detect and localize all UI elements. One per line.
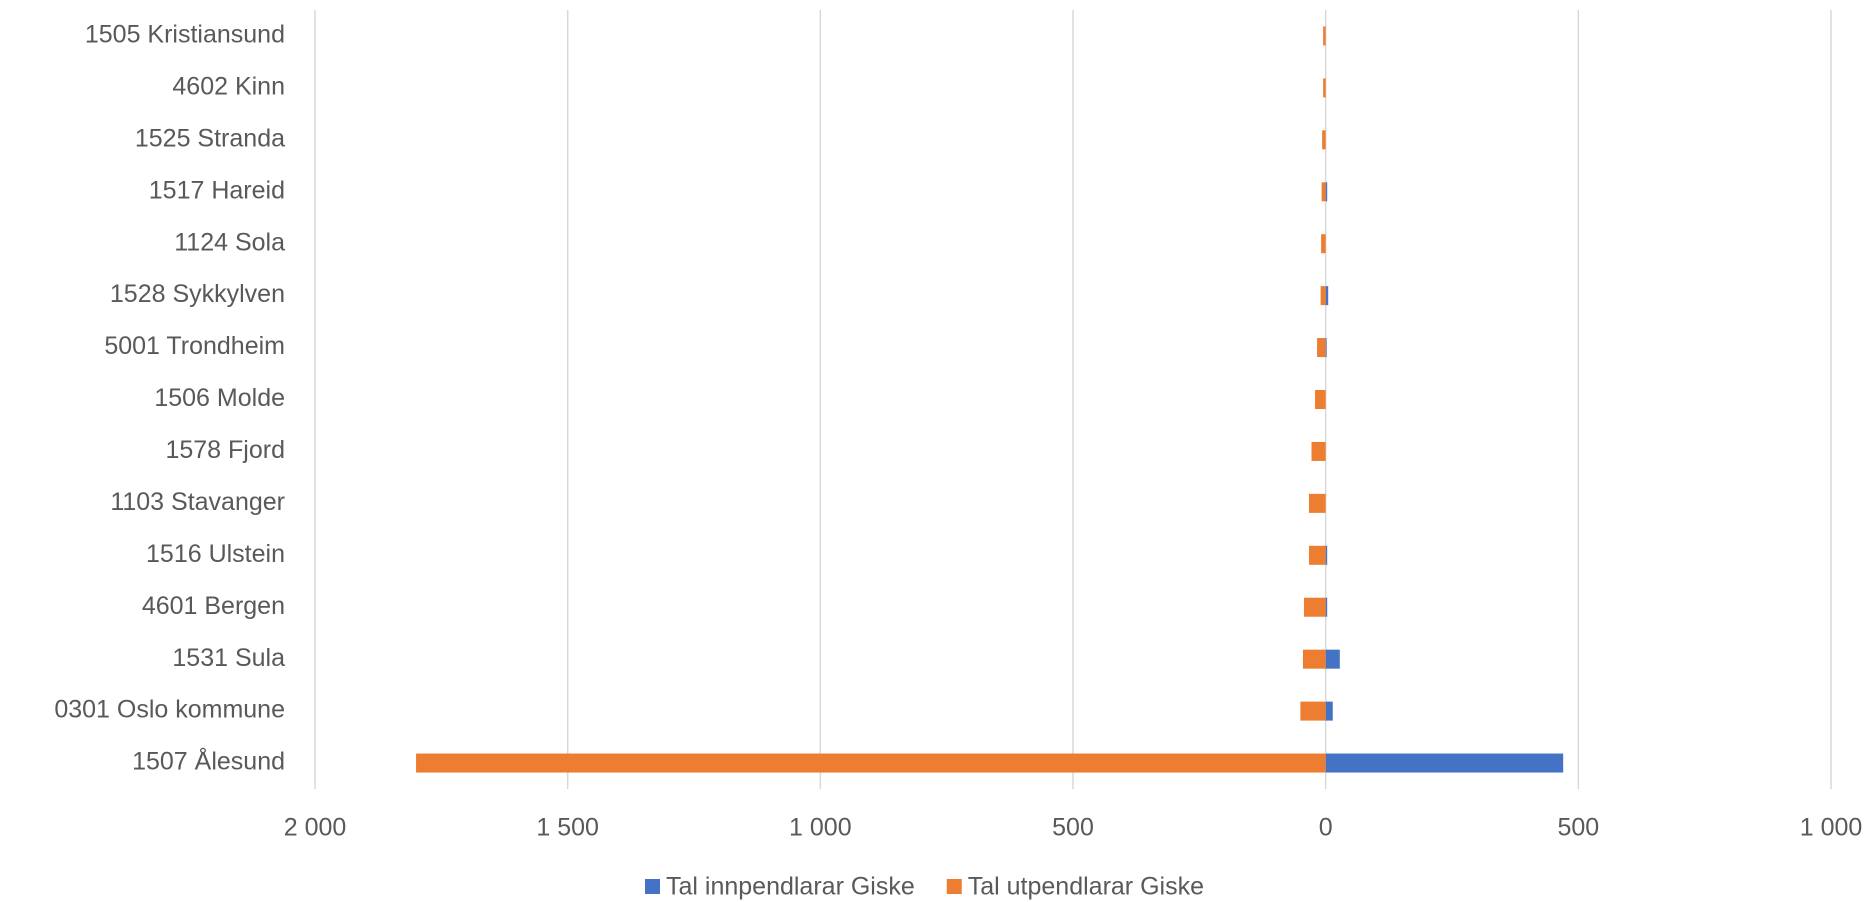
bar [1325, 753, 1564, 773]
bar [1322, 130, 1326, 150]
bar [1325, 545, 1328, 565]
x-tick-label: 1 000 [1800, 814, 1863, 842]
y-tick-label: 1516 Ulstein [146, 540, 285, 568]
bar [1325, 597, 1328, 617]
y-tick-label: 1528 Sykkylven [110, 280, 285, 308]
y-tick-label: 1506 Molde [154, 384, 285, 412]
bar [1323, 78, 1326, 98]
legend-label: Tal innpendlarar Giske [666, 873, 915, 901]
y-tick-label: 1124 Sola [174, 228, 285, 256]
x-tick-label: 500 [1052, 814, 1094, 842]
bar [1303, 597, 1326, 617]
y-tick-label: 5001 Trondheim [104, 332, 285, 360]
legend-label: Tal utpendlarar Giske [968, 873, 1204, 901]
bar [1311, 441, 1326, 461]
bar [1321, 234, 1326, 254]
bar [1325, 701, 1333, 721]
y-tick-label: 1525 Stranda [135, 124, 285, 152]
y-tick-label: 0301 Oslo kommune [54, 696, 285, 724]
y-tick-label: 1517 Hareid [149, 176, 285, 204]
bar [416, 753, 1326, 773]
y-tick-label: 1507 Ålesund [132, 746, 285, 776]
y-tick-label: 1103 Stavanger [110, 488, 285, 516]
x-tick-label: 2 000 [284, 814, 347, 842]
bar [1308, 545, 1326, 565]
bar [1308, 493, 1326, 513]
x-tick-label: 1 500 [536, 814, 599, 842]
legend-swatch [645, 879, 660, 894]
bar [1325, 182, 1328, 202]
x-tick-label: 500 [1557, 814, 1599, 842]
bar [1321, 182, 1326, 202]
y-tick-label: 1531 Sula [172, 644, 285, 672]
bar [1302, 649, 1326, 669]
bar [1325, 286, 1329, 306]
bar [1317, 338, 1326, 358]
legend-swatch [946, 879, 962, 894]
bar [1323, 26, 1326, 46]
y-tick-label: 4602 Kinn [172, 73, 285, 101]
y-tick-label: 4601 Bergen [142, 592, 285, 620]
x-tick-label: 0 [1319, 814, 1333, 842]
bar [1325, 649, 1340, 669]
bar [1320, 286, 1326, 306]
y-tick-label: 1578 Fjord [165, 436, 285, 464]
y-tick-label: 1505 Kristiansund [85, 21, 285, 49]
bar [1300, 701, 1326, 721]
bar [1325, 338, 1327, 358]
bar [1315, 390, 1326, 409]
x-tick-label: 1 000 [789, 814, 852, 842]
